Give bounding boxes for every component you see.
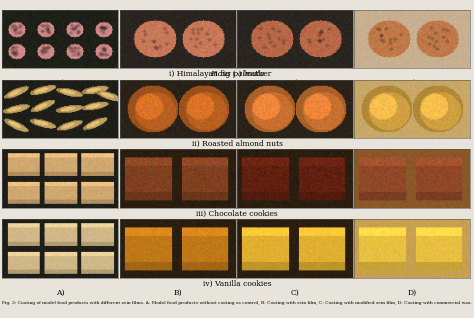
Text: B): B) — [173, 289, 182, 297]
Text: A): A) — [56, 219, 64, 227]
Text: D): D) — [408, 219, 417, 227]
Text: B): B) — [173, 149, 182, 157]
Text: B): B) — [173, 219, 182, 227]
Text: C): C) — [291, 79, 299, 87]
Text: A): A) — [56, 79, 64, 87]
Text: A): A) — [56, 289, 64, 297]
Text: D): D) — [408, 79, 417, 87]
Text: ii) Roasted almond nuts: ii) Roasted almond nuts — [191, 140, 283, 148]
Text: C): C) — [291, 289, 299, 297]
Text: A): A) — [56, 149, 64, 157]
Text: Ficus palmata: Ficus palmata — [210, 70, 264, 78]
Text: D): D) — [408, 149, 417, 157]
Text: B): B) — [173, 79, 182, 87]
Text: C): C) — [291, 149, 299, 157]
Text: ) leather: ) leather — [237, 70, 271, 78]
Text: i) Himalayan fig (: i) Himalayan fig ( — [169, 70, 237, 78]
Text: D): D) — [408, 289, 417, 297]
Text: iii) Chocolate cookies: iii) Chocolate cookies — [196, 210, 278, 218]
Text: C): C) — [291, 219, 299, 227]
Text: iv) Vanilla cookies: iv) Vanilla cookies — [203, 280, 271, 287]
Text: Fig. 3: Coating of model food products with different zein films. A: Model food : Fig. 3: Coating of model food products w… — [2, 301, 472, 305]
